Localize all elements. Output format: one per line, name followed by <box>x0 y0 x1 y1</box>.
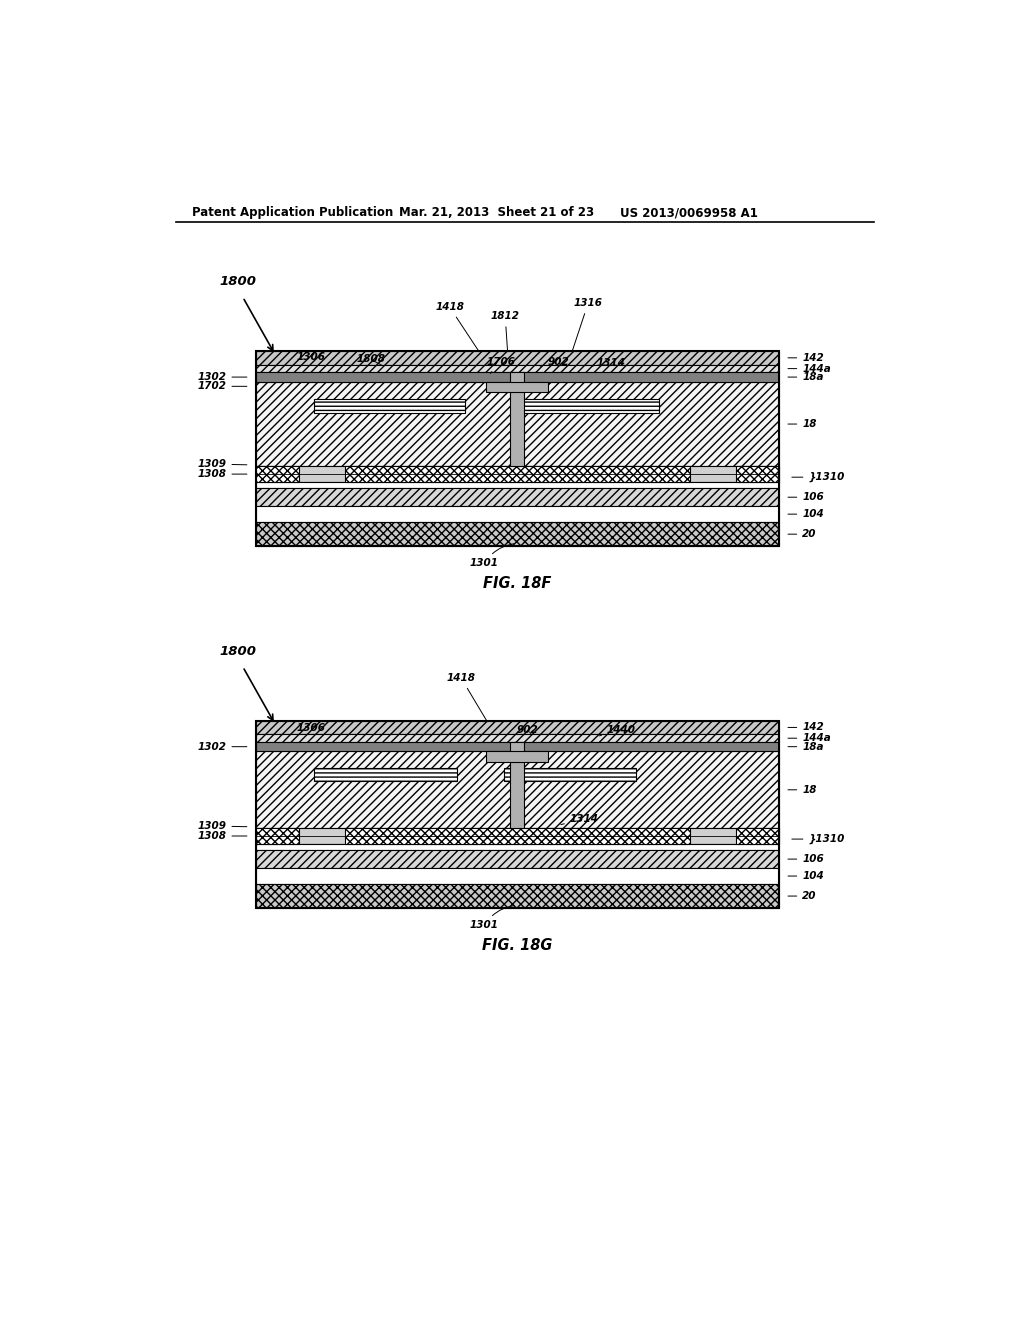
Bar <box>256 351 779 546</box>
Bar <box>510 742 524 829</box>
Bar <box>256 869 779 884</box>
Text: }1310: }1310 <box>792 473 845 482</box>
Bar <box>314 399 465 412</box>
Text: 1309: 1309 <box>198 459 247 469</box>
Text: }1310: }1310 <box>792 834 845 845</box>
Text: 18: 18 <box>788 785 817 795</box>
Text: FIG. 18G: FIG. 18G <box>482 937 553 953</box>
Text: 1316: 1316 <box>572 298 603 351</box>
Bar <box>256 843 779 850</box>
Bar <box>256 351 779 364</box>
Bar <box>256 829 779 843</box>
Bar <box>256 381 779 466</box>
Text: 1702: 1702 <box>198 381 247 391</box>
Text: 20: 20 <box>788 891 817 902</box>
Bar <box>256 734 779 742</box>
Bar <box>256 466 779 482</box>
Text: US 2013/0069958 A1: US 2013/0069958 A1 <box>621 206 758 219</box>
Text: 142: 142 <box>788 352 824 363</box>
Bar <box>256 721 779 734</box>
Text: 1800: 1800 <box>219 645 256 659</box>
Bar <box>256 721 779 908</box>
Text: 1812: 1812 <box>490 312 520 351</box>
Bar <box>256 364 779 372</box>
Bar <box>256 850 779 869</box>
Bar <box>256 372 779 381</box>
Text: 1302: 1302 <box>198 372 247 381</box>
Text: 902: 902 <box>541 356 569 367</box>
Bar <box>345 829 690 843</box>
Text: 18a: 18a <box>788 372 823 381</box>
Text: 1800: 1800 <box>219 276 256 289</box>
Text: 1418: 1418 <box>435 302 479 351</box>
Text: 1418: 1418 <box>446 673 487 721</box>
Text: 1301: 1301 <box>470 544 514 569</box>
Text: 18a: 18a <box>788 742 823 751</box>
Text: 144a: 144a <box>788 363 831 374</box>
Bar <box>512 399 658 412</box>
Text: 1706: 1706 <box>486 356 515 374</box>
Text: 1301: 1301 <box>470 906 514 931</box>
Text: 1308: 1308 <box>198 469 247 479</box>
Text: 1308: 1308 <box>198 832 247 841</box>
Bar <box>256 829 299 843</box>
Bar <box>736 829 779 843</box>
Bar <box>256 466 299 482</box>
Bar <box>256 742 779 751</box>
Text: 104: 104 <box>788 510 824 519</box>
Bar <box>256 507 779 521</box>
Text: 1302: 1302 <box>198 742 247 751</box>
Text: Patent Application Publication: Patent Application Publication <box>191 206 393 219</box>
Bar <box>510 372 524 466</box>
Text: 142: 142 <box>788 722 824 733</box>
Bar <box>314 768 458 780</box>
Text: 20: 20 <box>788 529 817 539</box>
Text: 106: 106 <box>788 854 824 865</box>
Text: 1440: 1440 <box>599 725 636 737</box>
Text: 104: 104 <box>788 871 824 880</box>
Bar <box>256 751 779 829</box>
Bar <box>486 751 548 762</box>
Bar <box>256 884 779 908</box>
Bar <box>256 488 779 507</box>
Text: 106: 106 <box>788 492 824 502</box>
Text: Mar. 21, 2013  Sheet 21 of 23: Mar. 21, 2013 Sheet 21 of 23 <box>399 206 594 219</box>
Text: 1808: 1808 <box>356 354 385 366</box>
Bar <box>256 521 779 546</box>
Text: 144a: 144a <box>788 733 831 743</box>
Text: 1314: 1314 <box>561 814 599 825</box>
Bar <box>345 466 690 482</box>
Text: 1314: 1314 <box>592 358 625 368</box>
Bar <box>504 768 636 780</box>
Bar <box>256 482 779 488</box>
Text: 1309: 1309 <box>198 821 247 832</box>
Bar <box>736 466 779 482</box>
Text: 1306: 1306 <box>297 723 326 733</box>
Text: 1306: 1306 <box>297 352 326 362</box>
Text: 18: 18 <box>788 418 817 429</box>
Text: FIG. 18F: FIG. 18F <box>483 576 552 591</box>
Text: 902: 902 <box>517 725 539 735</box>
Bar <box>486 381 548 392</box>
